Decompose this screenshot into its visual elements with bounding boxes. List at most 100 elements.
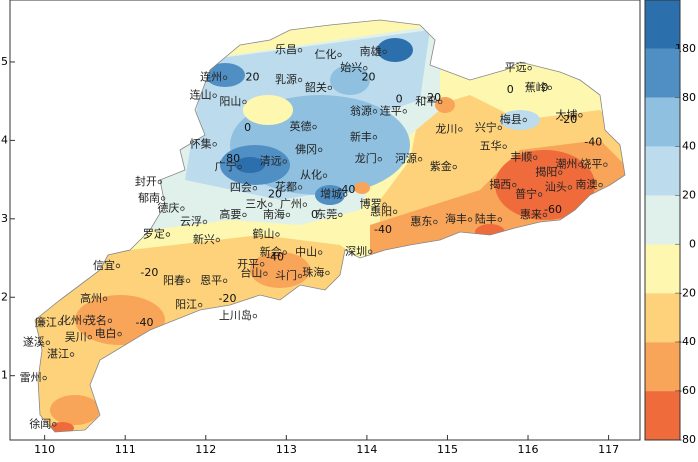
city-label: 鹤山 — [252, 227, 274, 241]
coastline — [34, 19, 626, 433]
city-marker — [117, 331, 122, 337]
city-marker — [337, 52, 342, 58]
city-label: 潮州 — [555, 157, 577, 171]
colorbar-label: 0 — [689, 237, 696, 250]
city-label: 开平 — [237, 257, 259, 270]
city-marker — [202, 219, 208, 225]
city-marker — [327, 85, 333, 91]
contour-label: -20 — [423, 91, 441, 104]
city-label: 茂名 — [85, 313, 107, 327]
x-tick-label: 116 — [518, 443, 539, 456]
city-marker — [297, 77, 303, 83]
city-marker — [317, 147, 323, 153]
city-label: 新兴 — [193, 232, 215, 246]
city-label: 徐闻 — [29, 416, 51, 430]
city-marker — [297, 47, 303, 53]
city-marker — [567, 185, 573, 190]
city-marker — [242, 99, 247, 105]
city-label: 连平 — [380, 104, 402, 117]
city-marker — [282, 250, 287, 255]
city-label: 阳春 — [163, 274, 185, 287]
city-label: 四会 — [230, 181, 252, 194]
city-marker — [237, 164, 242, 170]
city-marker — [285, 212, 291, 218]
y-tick-label: 22 — [0, 290, 8, 303]
contour-label: -40 — [266, 250, 284, 263]
city-label: 丰顺 — [510, 151, 532, 164]
y-tick-label: 23 — [0, 212, 8, 225]
city-label: 中山 — [295, 246, 317, 259]
city-label: 斗门 — [275, 268, 297, 282]
city-marker — [297, 273, 303, 279]
contour-label: 0 — [244, 121, 251, 134]
city-label: 湛江 — [47, 348, 69, 361]
city-marker — [547, 85, 552, 91]
city-label: 雷州 — [20, 371, 42, 384]
city-marker — [537, 192, 543, 197]
city-label: 乐昌 — [275, 43, 297, 56]
x-tick-label: 117 — [598, 443, 619, 456]
city-marker — [497, 217, 503, 222]
city-label: 连州 — [200, 71, 222, 84]
city-label: 阳山 — [219, 95, 241, 108]
contour-label: 0 — [541, 81, 548, 94]
city-label: 南澳 — [576, 178, 598, 191]
city-label: 蕉岭 — [525, 80, 547, 94]
city-marker — [598, 182, 603, 188]
city-label: 东莞 — [315, 208, 337, 221]
city-label: 珠海 — [302, 265, 324, 279]
city-label: 德庆 — [157, 201, 179, 215]
x-tick-label: 110 — [34, 443, 55, 456]
city-label: 云浮 — [180, 215, 202, 228]
city-label: 仁化 — [315, 47, 337, 61]
city-label: 增城 — [320, 187, 342, 201]
city-marker — [107, 318, 113, 323]
colorbar-segment — [645, 195, 680, 245]
city-label: 陆丰 — [475, 212, 497, 226]
contour-label: -40 — [374, 223, 392, 236]
city-marker — [87, 335, 92, 340]
city-marker — [212, 142, 217, 147]
city-marker — [268, 202, 273, 207]
city-marker — [57, 320, 63, 326]
city-label: 南雄 — [360, 44, 382, 58]
city-label: 兴宁 — [475, 120, 497, 134]
city-marker — [527, 66, 532, 71]
city-marker — [282, 159, 287, 164]
city-label: 普宁 — [515, 187, 537, 201]
city-marker — [215, 237, 221, 243]
city-marker — [317, 250, 323, 255]
y-tick-label: 21 — [0, 369, 8, 382]
city-marker — [402, 109, 407, 114]
contour-label: 0 — [507, 83, 514, 96]
x-tick-label: 114 — [356, 443, 377, 456]
colorbar-label: 80 — [682, 91, 696, 104]
city-marker — [157, 179, 163, 185]
city-label: 阳江 — [175, 298, 197, 311]
city-label: 梅县 — [500, 112, 522, 126]
city-label: 五华 — [480, 139, 502, 153]
city-label: 罗定 — [143, 227, 165, 241]
city-label: 紫金 — [430, 159, 452, 173]
city-label: 和平 — [415, 95, 437, 108]
city-label: 揭阳 — [535, 165, 557, 179]
city-marker — [325, 270, 330, 276]
city-label: 深圳 — [345, 245, 367, 258]
city-label: 翁源 — [350, 103, 372, 117]
city-label: 化州 — [60, 313, 82, 327]
y-tick-label: 25 — [0, 55, 8, 68]
city-marker — [275, 232, 280, 237]
city-marker — [180, 206, 185, 211]
colorbar-label: -20 — [678, 286, 696, 299]
city-marker — [363, 66, 368, 71]
city-marker — [458, 127, 463, 132]
city-label: 三水 — [245, 198, 267, 211]
city-marker — [160, 196, 166, 201]
city-marker — [322, 173, 328, 178]
contour-label: -20 — [219, 292, 237, 305]
city-label: 高州 — [80, 291, 102, 305]
city-marker — [263, 271, 268, 276]
colorbar-label: -40 — [678, 335, 696, 348]
colorbar-segment — [645, 342, 680, 392]
colorbar-label: -60 — [678, 384, 696, 397]
